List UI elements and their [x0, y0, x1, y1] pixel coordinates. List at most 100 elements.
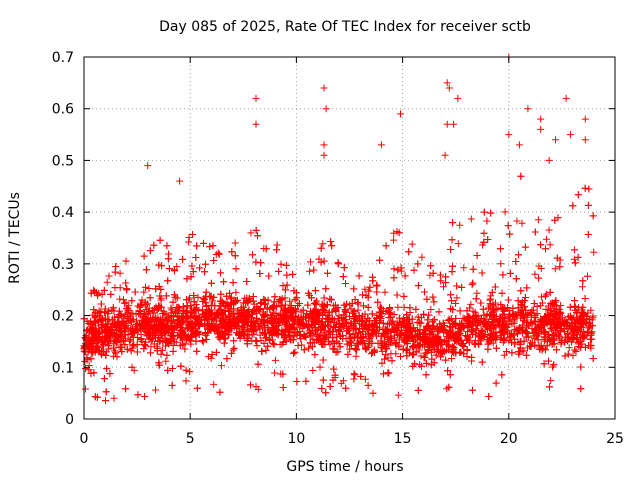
data-point — [548, 340, 556, 348]
data-point — [369, 389, 377, 397]
data-point — [85, 320, 93, 327]
data-point — [458, 283, 466, 291]
data-point — [412, 305, 420, 313]
data-point — [210, 380, 218, 388]
data-point — [256, 305, 264, 313]
data-point — [471, 308, 479, 316]
data-point — [230, 305, 238, 313]
data-point — [306, 267, 314, 275]
data-point — [550, 336, 558, 344]
data-point — [253, 342, 261, 350]
data-point — [271, 369, 279, 377]
data-point — [155, 302, 163, 310]
data-point — [504, 296, 512, 304]
data-point — [522, 351, 530, 359]
data-point — [468, 353, 476, 361]
data-point — [169, 342, 177, 349]
data-point — [383, 326, 391, 334]
data-point — [97, 300, 105, 308]
data-point — [572, 347, 580, 355]
data-point — [350, 375, 358, 383]
data-point — [240, 317, 248, 325]
data-point — [231, 315, 239, 322]
data-point — [192, 301, 200, 308]
data-point — [202, 260, 209, 268]
data-point — [394, 266, 402, 274]
data-point — [437, 277, 445, 285]
data-point — [351, 344, 359, 352]
data-point — [545, 311, 553, 319]
data-point — [488, 288, 496, 296]
data-point — [123, 314, 131, 322]
data-point — [90, 288, 98, 296]
data-point — [365, 287, 373, 295]
data-point — [414, 386, 422, 394]
data-point — [151, 313, 159, 321]
data-point — [106, 370, 114, 378]
data-point — [348, 300, 356, 307]
data-point — [169, 365, 176, 372]
data-point — [354, 333, 362, 341]
data-point — [262, 245, 270, 253]
data-point — [522, 333, 530, 341]
data-point — [116, 269, 124, 277]
data-point — [450, 349, 458, 357]
data-point — [345, 324, 353, 332]
data-point — [444, 367, 452, 375]
data-point — [324, 269, 331, 277]
data-point — [269, 340, 277, 347]
data-point — [127, 318, 135, 326]
data-point — [350, 307, 358, 315]
data-point — [374, 298, 382, 306]
data-point — [501, 208, 509, 216]
data-point — [324, 321, 332, 329]
data-point — [312, 309, 320, 317]
data-point — [156, 236, 164, 244]
data-point — [150, 241, 158, 249]
data-point — [320, 294, 328, 302]
data-point — [282, 337, 290, 345]
data-point — [506, 333, 514, 341]
data-point — [506, 230, 514, 238]
data-point — [518, 219, 526, 227]
data-point — [417, 352, 425, 360]
data-point — [318, 385, 326, 392]
data-point — [384, 369, 392, 377]
data-point — [478, 315, 485, 322]
data-point — [589, 355, 597, 362]
data-point — [134, 391, 142, 399]
data-point — [142, 318, 150, 326]
data-point — [267, 328, 275, 336]
data-point — [313, 297, 321, 305]
data-point — [497, 301, 505, 309]
data-point — [430, 298, 438, 306]
data-point — [411, 360, 419, 368]
data-point — [122, 385, 130, 393]
data-point — [316, 332, 324, 340]
data-point — [327, 296, 335, 304]
data-point — [564, 333, 572, 341]
data-point — [373, 288, 381, 296]
data-point — [111, 347, 118, 355]
data-point — [388, 357, 396, 365]
data-point — [542, 305, 550, 313]
data-point — [183, 275, 191, 283]
data-point — [160, 309, 168, 317]
data-point — [319, 306, 327, 313]
data-point — [390, 265, 398, 273]
data-point — [427, 306, 435, 313]
data-point — [265, 272, 273, 280]
data-point — [192, 337, 200, 345]
data-point — [436, 336, 444, 344]
data-point — [271, 327, 279, 335]
data-point — [90, 336, 98, 344]
data-point — [259, 329, 267, 336]
data-point — [440, 283, 447, 291]
data-point — [447, 326, 455, 334]
data-point — [535, 262, 543, 270]
data-point — [168, 325, 176, 333]
data-point — [312, 301, 320, 309]
data-point — [407, 334, 415, 342]
data-point — [112, 349, 120, 357]
